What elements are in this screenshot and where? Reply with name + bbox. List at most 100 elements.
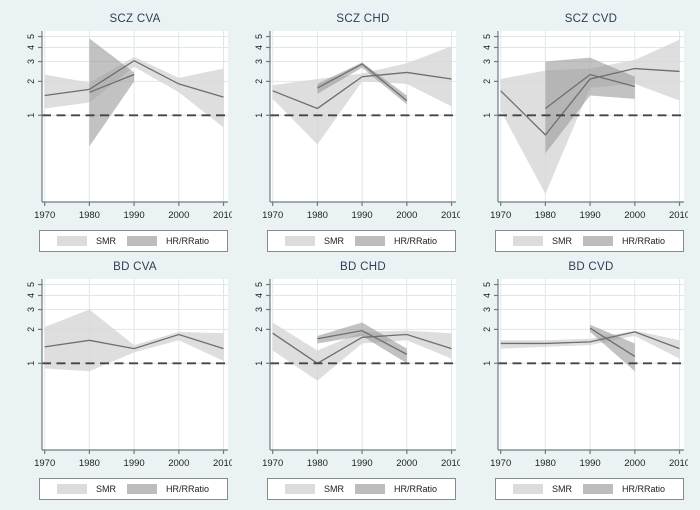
series-layer: [44, 309, 224, 372]
smr-legend-label: SMR: [95, 484, 116, 494]
x-tick-label: 2000: [396, 458, 417, 469]
series-line-hr: [544, 73, 635, 109]
chart-legend: SMR HR/RRatio: [38, 478, 228, 500]
legend-item-smr: SMR: [512, 236, 572, 246]
smr-band-swatch-icon: [512, 236, 543, 246]
confidence-band-hr: [589, 324, 635, 372]
chart-panel-bd-cvd: BD CVD 1 2 3 4 5 1970 1980 1990 2000 2010 SMR HR/…: [469, 260, 688, 504]
legend-item-hr: HR/RRatio: [582, 236, 665, 246]
series-line-smr: [271, 71, 452, 110]
hr-band-swatch-icon: [126, 236, 157, 246]
x-tick-label: 2010: [212, 458, 231, 469]
plot-area: [497, 279, 684, 450]
y-tick-label: 2: [26, 79, 36, 84]
series-layer: [44, 38, 224, 147]
legend-item-hr: HR/RRatio: [582, 484, 665, 494]
hr-band-swatch-icon: [354, 236, 385, 246]
y-tick-label: 1: [482, 361, 492, 366]
chart-title: BD CVA: [113, 261, 157, 273]
chart-title: BD CHD: [340, 261, 386, 273]
smr-band-swatch-icon: [284, 484, 315, 494]
hr-legend-label: HR/RRatio: [621, 484, 665, 494]
legend-item-hr: HR/RRatio: [126, 236, 209, 246]
chart-legend: SMR HR/RRatio: [266, 478, 456, 500]
chart-plot-scz-cvd: 1 2 3 4 5 1970 1980 1990 2000 2010: [482, 31, 688, 221]
y-tick-label: 1: [254, 113, 264, 118]
legend-item-hr: HR/RRatio: [126, 484, 209, 494]
series-line-smr: [500, 331, 680, 350]
chart-legend: SMR HR/RRatio: [494, 230, 684, 252]
x-tick-label: 1970: [262, 458, 283, 469]
smr-legend-label: SMR: [95, 236, 116, 246]
x-tick-label: 2010: [668, 458, 687, 469]
x-tick-label: 1970: [490, 210, 511, 221]
chart-plot-scz-cva: 1 2 3 4 5 1970 1980 1990 2000 2010: [26, 31, 232, 221]
x-tick-label: 1980: [306, 210, 327, 221]
legend-item-hr: HR/RRatio: [354, 484, 437, 494]
hr-legend-label: HR/RRatio: [165, 484, 209, 494]
chart-title: BD CVD: [568, 261, 614, 273]
confidence-band-smr: [272, 46, 452, 145]
confidence-band-smr: [272, 322, 452, 381]
x-tick-label: 1970: [490, 458, 511, 469]
y-tick-label: 5: [26, 282, 36, 287]
series-layer: [271, 322, 452, 381]
chart-plot-bd-cva: 1 2 3 4 5 1970 1980 1990 2000 2010: [26, 279, 232, 469]
y-tick-label: 3: [26, 59, 36, 64]
series-line-hr: [316, 329, 407, 355]
smr-band-swatch-icon: [284, 236, 315, 246]
series-layer: [500, 324, 680, 372]
hr-band-swatch-icon: [354, 484, 385, 494]
x-tick-label: 2010: [440, 210, 459, 221]
x-tick-label: 1990: [123, 458, 144, 469]
chart-panel-scz-chd: SCZ CHD 1 2 3 4 5 1970 1980 1990 2000 2010 SMR HR…: [241, 12, 460, 256]
chart-legend: SMR HR/RRatio: [38, 230, 228, 252]
legend-item-smr: SMR: [284, 484, 344, 494]
y-tick-label: 4: [254, 45, 264, 50]
series-line-hr: [88, 73, 134, 93]
chart-plot-scz-chd: 1 2 3 4 5 1970 1980 1990 2000 2010: [254, 31, 460, 221]
y-tick-label: 4: [482, 45, 492, 50]
x-tick-label: 1980: [534, 458, 555, 469]
y-tick-label: 3: [26, 307, 36, 312]
y-tick-label: 1: [26, 113, 36, 118]
legend-item-smr: SMR: [512, 484, 572, 494]
y-tick-label: 3: [482, 307, 492, 312]
y-tick-label: 2: [254, 327, 264, 332]
x-tick-label: 2000: [624, 458, 645, 469]
chart-title: SCZ CVD: [564, 13, 618, 25]
hr-band-swatch-icon: [126, 484, 157, 494]
plot-area: [41, 31, 228, 202]
smr-legend-label: SMR: [323, 484, 344, 494]
hr-legend-label: HR/RRatio: [393, 236, 437, 246]
legend-item-smr: SMR: [56, 484, 116, 494]
confidence-band-smr: [500, 330, 680, 359]
y-tick-label: 4: [482, 293, 492, 298]
series-line-smr: [44, 333, 224, 350]
smr-legend-label: SMR: [551, 484, 572, 494]
chart-panel-scz-cva: SCZ CVA 1 2 3 4 5 1970 1980 1990 2000 2010 SMR HR…: [13, 12, 232, 256]
confidence-band-smr: [44, 56, 224, 128]
x-tick-label: 2000: [168, 458, 189, 469]
chart-panel-bd-cva: BD CVA 1 2 3 4 5 1970 1980 1990 2000 2010 SMR HR/…: [13, 260, 232, 504]
y-tick-label: 3: [482, 59, 492, 64]
chart-panel-bd-chd: BD CHD 1 2 3 4 5 1970 1980 1990 2000 2010 SMR HR/…: [241, 260, 460, 504]
x-tick-label: 1980: [78, 210, 99, 221]
y-tick-label: 4: [254, 293, 264, 298]
x-tick-label: 2000: [396, 210, 417, 221]
chart-legend: SMR HR/RRatio: [494, 478, 684, 500]
confidence-band-hr: [88, 38, 134, 147]
x-tick-label: 1990: [351, 210, 372, 221]
x-tick-label: 2000: [168, 210, 189, 221]
x-tick-label: 1970: [34, 210, 55, 221]
x-tick-label: 2010: [668, 210, 687, 221]
legend-item-smr: SMR: [56, 236, 116, 246]
chart-panel-scz-cvd: SCZ CVD 1 2 3 4 5 1970 1980 1990 2000 2010 SMR HR…: [469, 12, 688, 256]
x-tick-label: 1970: [34, 458, 55, 469]
series-line-smr: [44, 59, 224, 98]
series-line-smr: [499, 67, 680, 136]
x-tick-label: 1980: [306, 458, 327, 469]
x-tick-label: 1990: [123, 210, 144, 221]
hr-legend-label: HR/RRatio: [165, 236, 209, 246]
